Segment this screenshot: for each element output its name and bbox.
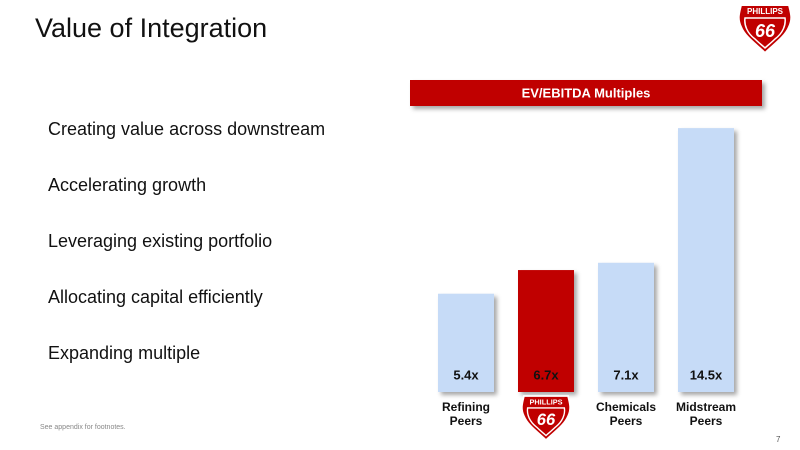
logo-number: 66 (755, 21, 776, 41)
logo-number: 66 (537, 410, 556, 429)
logo-inner (526, 407, 566, 437)
logo-name: PHILLIPS (529, 397, 562, 406)
logo: PHILLIPS 66 (520, 395, 572, 442)
bar (678, 128, 734, 392)
footnote: See appendix for footnotes. (40, 424, 126, 431)
bullet: Accelerating growth (48, 175, 206, 195)
bullet: Expanding multiple (48, 343, 200, 363)
bullet: Creating value across downstream (48, 119, 325, 139)
slide-title: Value of Integration (35, 13, 267, 43)
value-label: 7.1x (613, 367, 639, 382)
x-tick-label: Chemicals Peers (595, 400, 657, 428)
bullet: Allocating capital efficiently (48, 287, 263, 307)
bar (438, 293, 494, 392)
chart-title: EV/EBITDA Multiples (522, 85, 651, 100)
value-label: 14.5x (690, 367, 723, 382)
value-label: 6.7x (533, 367, 559, 382)
bar (598, 262, 654, 392)
logo-shield (520, 395, 572, 442)
chart-title-banner (410, 80, 762, 106)
bullet: Leveraging existing portfolio (48, 231, 272, 251)
bar (518, 270, 574, 392)
x-tick-label: Refining Peers (442, 400, 490, 428)
x-tick-label: Midstream Peers (675, 400, 737, 428)
logo-inner (744, 17, 786, 50)
logo: PHILLIPS 66 (737, 4, 793, 55)
logo-name: PHILLIPS (747, 7, 784, 16)
page-number: 7 (776, 435, 781, 444)
value-label: 5.4x (453, 367, 479, 382)
logo-shield (737, 4, 793, 55)
